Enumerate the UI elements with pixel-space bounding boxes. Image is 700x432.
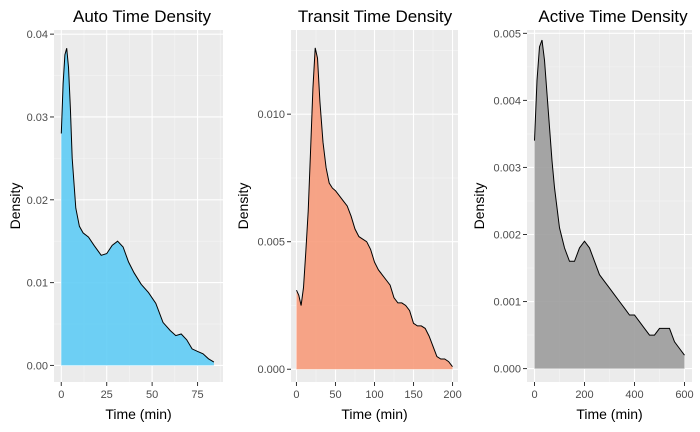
x-tick-label: 200 xyxy=(575,389,593,401)
y-axis-label: Density xyxy=(7,183,23,230)
panel-title: Transit Time Density xyxy=(298,7,453,26)
x-tick-label: 25 xyxy=(101,389,113,401)
y-tick-label: 0.005 xyxy=(493,28,521,40)
panel-title: Active Time Density xyxy=(538,7,688,26)
x-tick-label: 600 xyxy=(675,389,693,401)
density-area xyxy=(61,48,214,366)
y-tick-label: 0.02 xyxy=(27,195,48,207)
panel-1: 0 25 50 75 0.00 0.01 0.02 0.03 0.04 Auto Time Den… xyxy=(7,7,223,422)
x-tick-label: 0 xyxy=(293,389,299,401)
density-curve xyxy=(60,48,215,363)
x-axis-label: Time (min) xyxy=(576,406,642,422)
density-area xyxy=(534,40,685,369)
panel-title: Auto Time Density xyxy=(73,7,211,26)
x-tick-label: 400 xyxy=(625,389,643,401)
panel-2: 0 50 100 150 200 0.000 0.005 0.010 Transit Time … xyxy=(235,7,462,422)
x-tick-label: 75 xyxy=(191,389,203,401)
y-tick-label: 0.01 xyxy=(27,278,48,290)
density-curve xyxy=(296,47,453,368)
density-area xyxy=(296,47,453,370)
x-tick-label: 50 xyxy=(146,389,158,401)
x-tick-label: 200 xyxy=(443,389,461,401)
y-tick-label: 0.00 xyxy=(27,360,48,372)
x-tick-label: 0 xyxy=(531,389,537,401)
y-tick-label: 0.005 xyxy=(257,237,285,249)
y-tick-label: 0.03 xyxy=(27,112,48,124)
y-tick-label: 0.010 xyxy=(257,109,285,121)
x-axis-label: Time (min) xyxy=(341,406,407,422)
y-tick-label: 0.000 xyxy=(257,364,285,376)
y-tick-label: 0.002 xyxy=(493,229,521,241)
y-tick-label: 0.000 xyxy=(493,364,521,376)
y-tick-label: 0.004 xyxy=(493,95,521,107)
x-tick-label: 150 xyxy=(404,389,422,401)
x-axis-label: Time (min) xyxy=(105,406,171,422)
y-tick-label: 0.04 xyxy=(27,29,48,41)
x-tick-label: 100 xyxy=(365,389,383,401)
x-tick-label: 50 xyxy=(329,389,341,401)
panel-3: 0 200 400 600 0.000 0.001 0.002 0.003 0.004 0.005… xyxy=(471,7,694,422)
y-axis-label: Density xyxy=(471,183,487,230)
y-tick-label: 0.003 xyxy=(493,162,521,174)
y-axis-label: Density xyxy=(235,183,251,230)
y-tick-label: 0.001 xyxy=(493,297,521,309)
x-tick-label: 0 xyxy=(58,389,64,401)
density-curve xyxy=(534,39,685,356)
